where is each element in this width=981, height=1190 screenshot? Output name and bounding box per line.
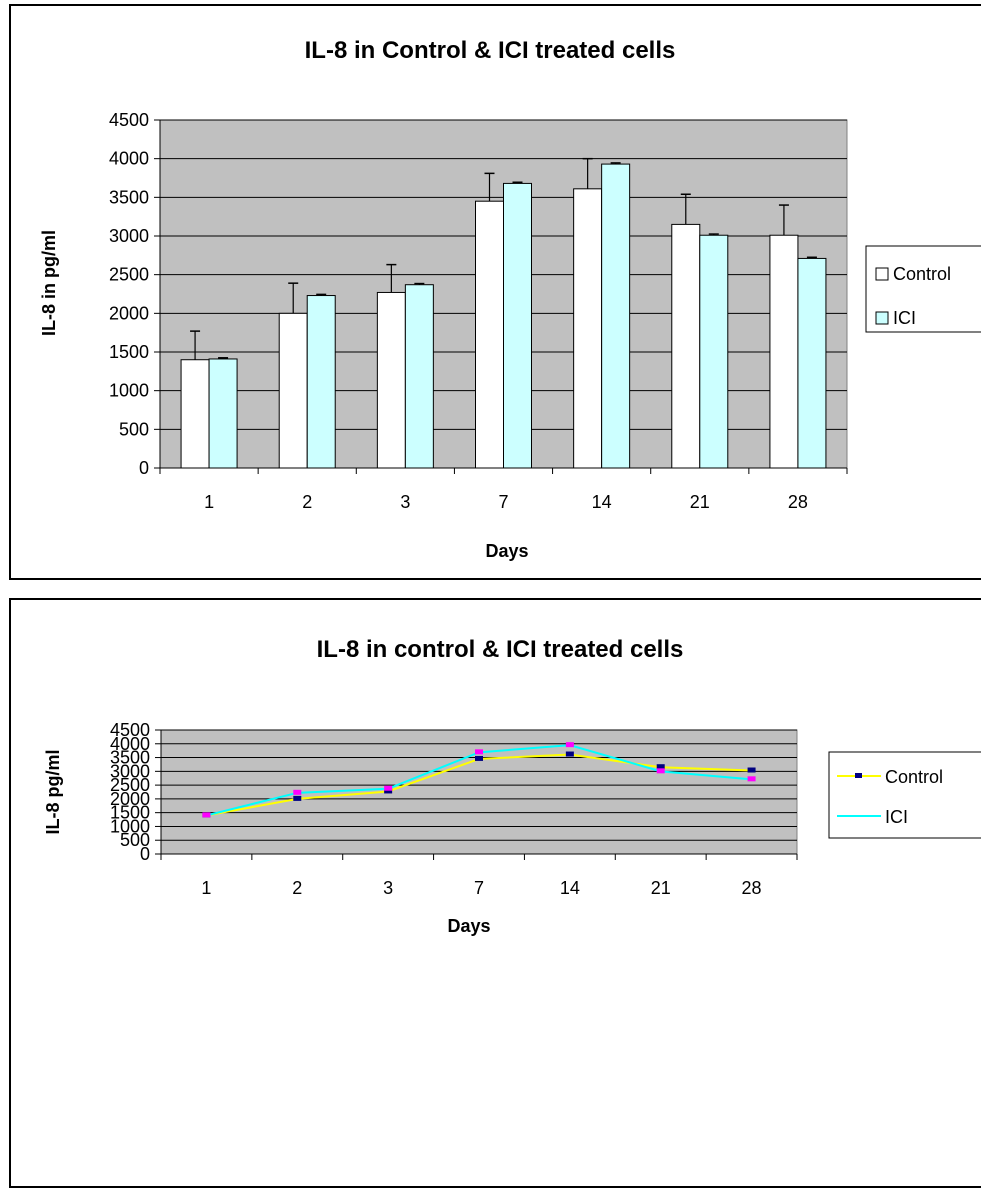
y-tick-label: 2500 xyxy=(110,775,150,795)
y-tick-label: 4000 xyxy=(110,734,150,754)
data-point-ici xyxy=(747,776,756,782)
y-tick-label: 1500 xyxy=(110,803,150,823)
bar-control xyxy=(573,188,603,469)
data-point-control xyxy=(384,788,393,794)
data-point-ici xyxy=(656,768,665,774)
bar-ici xyxy=(404,284,434,469)
data-point-control xyxy=(565,751,574,757)
bar-control xyxy=(671,223,701,469)
bar-ici xyxy=(306,295,336,469)
x-tick-label: 1 xyxy=(201,878,211,898)
x-tick-label: 21 xyxy=(690,492,710,512)
line-chart-frame: IL-8 in control & ICI treated cells Days… xyxy=(9,598,981,1188)
legend-swatch-control xyxy=(875,267,889,281)
y-tick-label: 3500 xyxy=(110,748,150,768)
y-tick-label: 1500 xyxy=(109,342,149,362)
y-tick-label: 4500 xyxy=(109,110,149,130)
data-point-ici xyxy=(565,742,574,748)
plot-area xyxy=(160,729,798,855)
x-tick-label: 28 xyxy=(788,492,808,512)
bar-chart-frame: IL-8 in Control & ICI treated cells Days… xyxy=(9,4,981,580)
y-tick-label: 500 xyxy=(119,419,149,439)
y-tick-label: 1000 xyxy=(109,381,149,401)
legend-label-control: Control xyxy=(893,264,951,284)
x-tick-label: 14 xyxy=(592,492,612,512)
chart-title: IL-8 in Control & ICI treated cells xyxy=(305,37,676,64)
legend-label-ici: ICI xyxy=(893,308,916,328)
y-tick-label: 3000 xyxy=(109,226,149,246)
x-tick-label: 3 xyxy=(383,878,393,898)
y-tick-label: 1000 xyxy=(110,816,150,836)
x-tick-label: 7 xyxy=(498,492,508,512)
data-point-ici xyxy=(202,812,211,818)
y-tick-label: 500 xyxy=(120,830,150,850)
data-point-ici xyxy=(293,789,302,795)
x-tick-label: 1 xyxy=(204,492,214,512)
x-tick-label: 7 xyxy=(474,878,484,898)
data-point-control xyxy=(656,764,665,770)
y-tick-label: 3500 xyxy=(109,187,149,207)
x-axis-title: Days xyxy=(485,541,528,561)
bar-control xyxy=(180,359,210,469)
y-axis-title: IL-8 in pg/ml xyxy=(39,230,59,336)
bar-ici xyxy=(208,358,238,469)
data-point-ici xyxy=(475,749,483,755)
line-chart: IL-8 in control & ICI treated cells Days… xyxy=(43,636,981,936)
bar-ici xyxy=(699,234,729,469)
legend-box xyxy=(828,751,981,839)
legend: Control ICI xyxy=(828,751,981,839)
bar-ici xyxy=(797,257,827,469)
x-tick-label: 2 xyxy=(292,878,302,898)
x-tick-label: 28 xyxy=(742,878,762,898)
y-tick-label: 2000 xyxy=(109,303,149,323)
y-tick-label: 4000 xyxy=(109,149,149,169)
x-tick-label: 3 xyxy=(400,492,410,512)
chart-title: IL-8 in control & ICI treated cells xyxy=(317,636,684,663)
data-point-control xyxy=(293,795,302,801)
x-tick-label: 21 xyxy=(651,878,671,898)
y-tick-label: 4500 xyxy=(110,720,150,740)
data-point-control xyxy=(747,767,756,773)
bar-control xyxy=(475,200,504,469)
bar-ici xyxy=(503,182,532,469)
x-tick-label: 14 xyxy=(560,878,580,898)
bar-chart: IL-8 in Control & ICI treated cells Days… xyxy=(39,37,981,561)
y-tick-label: 0 xyxy=(140,844,150,864)
y-tick-label: 2000 xyxy=(110,789,150,809)
bar-control xyxy=(769,234,799,469)
x-axis-title: Days xyxy=(447,916,490,936)
data-point-control xyxy=(475,755,483,761)
y-tick-label: 2500 xyxy=(109,265,149,285)
legend-marker-control xyxy=(855,773,862,778)
bar-ici xyxy=(601,163,631,469)
y-axis-title: IL-8 pg/ml xyxy=(43,750,63,835)
x-tick-label: 2 xyxy=(302,492,312,512)
bar-control xyxy=(278,312,308,469)
bar-control xyxy=(376,291,406,469)
y-tick-label: 0 xyxy=(139,458,149,478)
legend-label-control: Control xyxy=(885,767,943,787)
legend-swatch-ici xyxy=(875,311,889,325)
data-point-ici xyxy=(384,785,393,791)
y-tick-label: 3000 xyxy=(110,761,150,781)
legend: Control ICI xyxy=(865,245,981,333)
legend-label-ici: ICI xyxy=(885,807,908,827)
